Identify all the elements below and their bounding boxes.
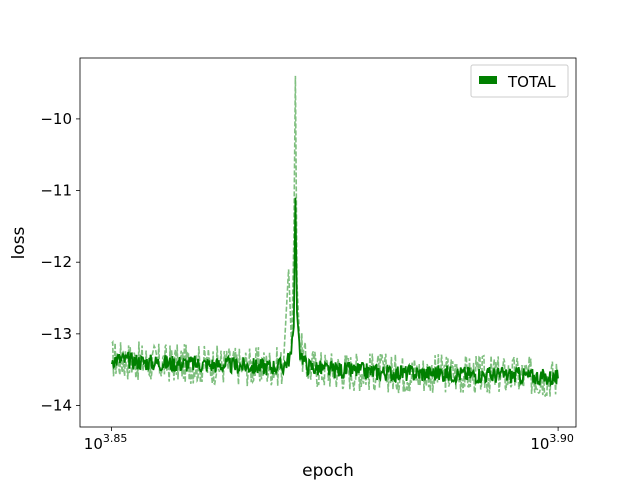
y-axis-ticks: −10 −11 −12 −13 −14 bbox=[40, 110, 80, 415]
plot-area-frame bbox=[79, 57, 577, 428]
legend-swatch-total bbox=[479, 76, 497, 84]
legend-frame bbox=[470, 64, 569, 98]
x-axis-ticks: 103.85 103.90 bbox=[84, 427, 574, 453]
solid-series-layer bbox=[111, 197, 559, 387]
series-line-dashed bbox=[111, 75, 559, 397]
y-tick-label: −11 bbox=[40, 182, 72, 200]
y-axis-label: loss bbox=[9, 226, 29, 259]
series-line-total bbox=[111, 197, 559, 387]
y-tick-label: −13 bbox=[40, 325, 72, 343]
x-tick-label: 103.85 bbox=[84, 432, 128, 453]
legend-label-total: TOTAL bbox=[507, 73, 556, 91]
y-tick-label: −10 bbox=[40, 110, 72, 128]
legend: TOTAL bbox=[470, 64, 569, 98]
dashed-series-layer bbox=[111, 75, 559, 397]
y-tick-label: −12 bbox=[40, 253, 72, 271]
y-tick-label: −14 bbox=[40, 397, 72, 415]
x-axis-label: epoch bbox=[302, 461, 354, 480]
x-tick-label: 103.90 bbox=[530, 432, 574, 453]
